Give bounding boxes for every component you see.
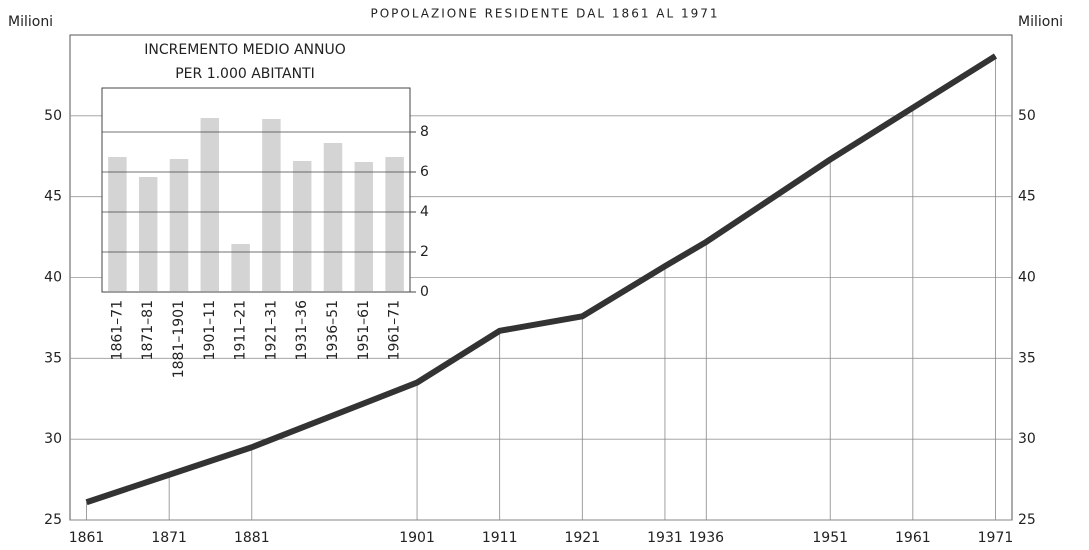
- y-tick-label: 6: [420, 164, 429, 180]
- x-tick-label: 1881: [234, 530, 270, 546]
- y-tick-label: 8: [420, 124, 429, 140]
- x-tick-label: 1861: [69, 530, 105, 546]
- x-tick-label: 1971: [978, 530, 1014, 546]
- y-tick-label: 30: [44, 431, 62, 447]
- y-tick-label: 0: [420, 284, 429, 300]
- y2-tick-label: 50: [1018, 108, 1036, 124]
- y-tick-label: 4: [420, 204, 429, 220]
- y2-axis-label: Milioni: [1018, 14, 1063, 30]
- x-tick-label: 1871: [151, 530, 187, 546]
- x-tick-label: 1881–1901: [171, 300, 187, 378]
- x-tick-label: 1936: [688, 530, 724, 546]
- x-tick-label: 1961: [895, 530, 931, 546]
- x-tick-label: 1921–31: [263, 300, 279, 360]
- y2-tick-label: 30: [1018, 431, 1036, 447]
- x-tick-label: 1911–21: [233, 300, 249, 360]
- inset-title: PER 1.000 ABITANTI: [175, 66, 315, 82]
- bar: [200, 118, 220, 292]
- x-tick-label: 1871–81: [140, 300, 156, 360]
- chart-title: POPOLAZIONE RESIDENTE DAL 1861 AL 1971: [370, 7, 719, 21]
- y2-tick-label: 45: [1018, 189, 1036, 205]
- y2-tick-label: 35: [1018, 350, 1036, 366]
- x-tick-label: 1901: [399, 530, 435, 546]
- bar: [292, 161, 312, 292]
- bar: [231, 244, 250, 292]
- bar: [323, 143, 343, 292]
- bar: [138, 177, 158, 292]
- y-tick-label: 35: [44, 350, 62, 366]
- bar: [262, 119, 281, 292]
- x-tick-label: 1961–71: [387, 300, 403, 360]
- bar: [385, 157, 404, 292]
- x-tick-label: 1901–11: [202, 300, 218, 360]
- x-tick-label: 1861–71: [109, 300, 125, 360]
- y-tick-label: 50: [44, 108, 62, 124]
- x-tick-label: 1951–61: [356, 300, 372, 360]
- bar: [108, 157, 127, 292]
- x-tick-label: 1936–51: [325, 300, 341, 360]
- bar: [169, 159, 189, 292]
- line-series: [85, 53, 998, 506]
- y2-tick-label: 25: [1018, 512, 1036, 528]
- y-tick-label: 40: [44, 270, 62, 286]
- x-tick-label: 1921: [564, 530, 600, 546]
- y-axis-label: Milioni: [8, 14, 53, 30]
- y-tick-label: 2: [420, 244, 429, 260]
- x-tick-label: 1911: [482, 530, 518, 546]
- y-tick-label: 25: [44, 512, 62, 528]
- x-tick-label: 1931: [647, 530, 683, 546]
- x-tick-label: 1951: [812, 530, 848, 546]
- x-tick-label: 1931–36: [294, 300, 310, 361]
- y-tick-label: 45: [44, 189, 62, 205]
- inset-title: INCREMENTO MEDIO ANNUO: [144, 42, 345, 58]
- y2-tick-label: 40: [1018, 270, 1036, 286]
- bar: [354, 162, 374, 292]
